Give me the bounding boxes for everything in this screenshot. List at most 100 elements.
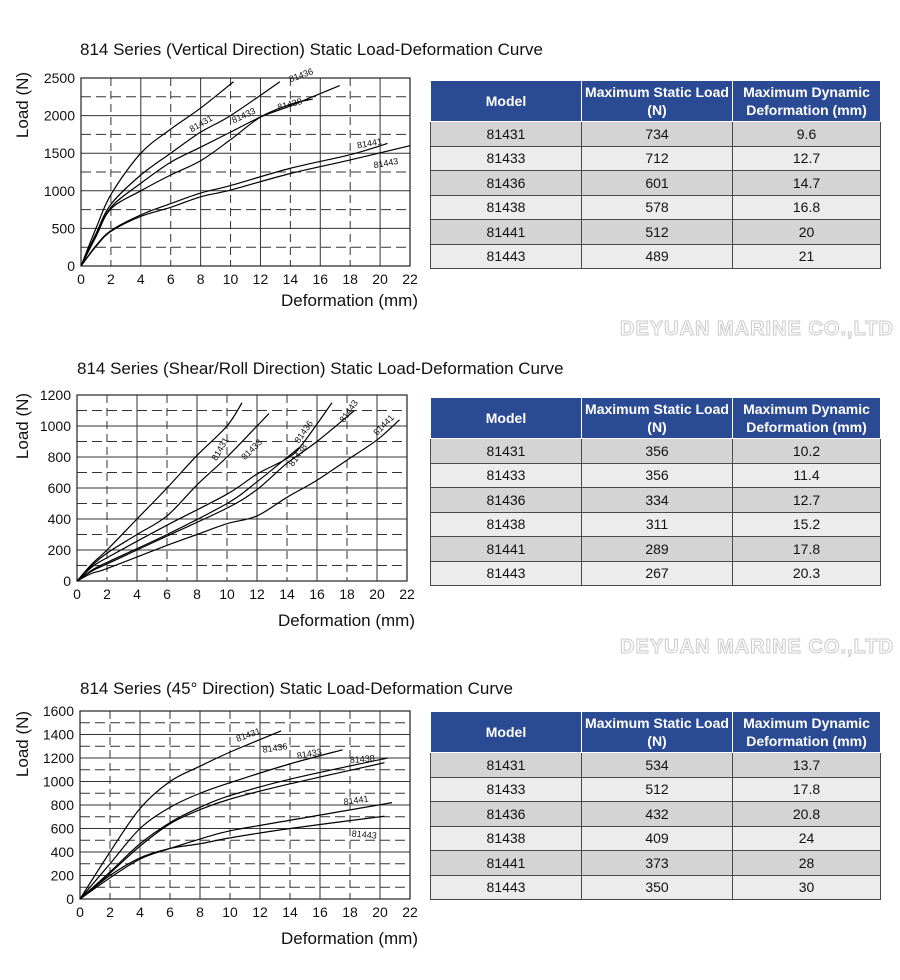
series-label: 81441 [356, 136, 382, 150]
static-load-cell: 512 [581, 776, 733, 802]
model-cell: 81436 [430, 487, 582, 513]
x-tick-label: 12 [249, 586, 265, 602]
y-tick-label: 800 [48, 449, 72, 465]
x-tick-label: 18 [339, 586, 355, 602]
model-cell: 81431 [430, 121, 582, 147]
dynamic-deformation-cell: 20.3 [732, 560, 881, 586]
series-label: 81436 [288, 66, 315, 84]
y-axis-label: Load (N) [13, 72, 32, 138]
table-header-row: Model Maximum Static Load (N) Maximum Dyna… [430, 397, 881, 439]
series-label: 81433 [296, 747, 322, 761]
x-tick-label: 8 [193, 586, 201, 602]
series-line-81436 [80, 98, 313, 267]
static-load-cell: 373 [581, 850, 733, 876]
x-tick-label: 12 [252, 904, 268, 920]
dynamic-deformation-cell: 15.2 [732, 511, 881, 537]
table-row: 81433 356 11.4 [430, 462, 881, 488]
static-load-cell: 289 [581, 536, 733, 562]
x-tick-label: 10 [222, 904, 238, 920]
x-tick-label: 4 [137, 271, 145, 287]
y-tick-label: 1000 [44, 183, 75, 199]
x-tick-label: 18 [342, 904, 358, 920]
x-tick-label: 8 [197, 271, 205, 287]
x-tick-label: 16 [309, 586, 325, 602]
y-axis-label: Load (N) [13, 393, 32, 459]
table-row: 81436 601 14.7 [430, 170, 881, 196]
static-load-cell: 356 [581, 438, 733, 464]
series-line-81443 [80, 145, 411, 267]
y-tick-label: 400 [48, 511, 72, 527]
table-row: 81438 409 24 [430, 825, 881, 851]
static-load-cell: 432 [581, 801, 733, 827]
y-tick-label: 1600 [43, 703, 74, 719]
model-cell: 81441 [430, 850, 582, 876]
model-cell: 81438 [430, 511, 582, 537]
column-header: Maximum Dynamic Deformation (mm) [732, 397, 881, 439]
series-label: 81436 [262, 741, 288, 754]
table-row: 81441 373 28 [430, 850, 881, 876]
series-line-81443 [76, 410, 355, 582]
dynamic-deformation-cell: 12.7 [732, 487, 881, 513]
y-tick-label: 2000 [44, 108, 75, 124]
y-tick-label: 2500 [44, 70, 75, 86]
table-vertical: Model Maximum Static Load (N) Maximum Dyna… [430, 80, 881, 269]
dynamic-deformation-cell: 30 [732, 874, 881, 900]
series-line-81436 [76, 447, 300, 582]
series-line-81436 [79, 762, 385, 900]
x-tick-label: 6 [166, 904, 174, 920]
table-row: 81441 512 20 [430, 219, 881, 245]
dynamic-deformation-cell: 20 [732, 219, 881, 245]
model-cell: 81443 [430, 874, 582, 900]
x-tick-label: 14 [279, 586, 295, 602]
x-tick-label: 10 [223, 271, 239, 287]
column-header: Maximum Static Load (N) [581, 711, 733, 753]
model-cell: 81441 [430, 219, 582, 245]
x-tick-label: 4 [133, 586, 141, 602]
x-tick-label: 2 [106, 904, 114, 920]
dynamic-deformation-cell: 17.8 [732, 776, 881, 802]
series-label: 81443 [351, 829, 377, 841]
table-row: 81431 534 13.7 [430, 752, 881, 778]
table-row: 81443 489 21 [430, 243, 881, 269]
chart-title-shear: 814 Series (Shear/Roll Direction) Static… [77, 359, 564, 378]
x-tick-label: 20 [372, 904, 388, 920]
series-line-81431 [76, 402, 243, 582]
x-tick-label: 2 [103, 586, 111, 602]
series-line-81433 [80, 81, 281, 267]
series-label: 81443 [373, 156, 399, 170]
model-cell: 81433 [430, 462, 582, 488]
static-load-cell: 534 [581, 752, 733, 778]
x-tick-label: 0 [76, 904, 84, 920]
y-tick-label: 0 [67, 258, 75, 274]
table-row: 81431 356 10.2 [430, 438, 881, 464]
chart-title-45deg: 814 Series (45° Direction) Static Load-D… [80, 679, 513, 698]
chart-shear: 0 2 4 6 8 10 12 14 16 18 20 22 0 200 400 600 800 1000 1200… [13, 387, 415, 630]
x-tick-label: 14 [282, 904, 298, 920]
series-line-81438 [80, 84, 340, 267]
dynamic-deformation-cell: 20.8 [732, 801, 881, 827]
column-header: Maximum Static Load (N) [581, 80, 733, 122]
model-cell: 81441 [430, 536, 582, 562]
y-tick-label: 1500 [44, 145, 75, 161]
dynamic-deformation-cell: 21 [732, 243, 881, 269]
table-45deg: Model Maximum Static Load (N) Maximum Dyna… [430, 711, 881, 900]
model-cell: 81436 [430, 801, 582, 827]
y-tick-label: 1200 [43, 750, 74, 766]
table-row: 81431 734 9.6 [430, 121, 881, 147]
plot-frame [76, 394, 408, 582]
plot-frame [80, 77, 411, 267]
static-load-cell: 311 [581, 511, 733, 537]
static-load-cell: 578 [581, 194, 733, 220]
dynamic-deformation-cell: 13.7 [732, 752, 881, 778]
model-cell: 81431 [430, 752, 582, 778]
series-line-81438 [79, 757, 388, 900]
static-load-cell: 334 [581, 487, 733, 513]
series-line-81433 [79, 749, 343, 900]
dynamic-deformation-cell: 16.8 [732, 194, 881, 220]
y-tick-label: 200 [51, 868, 75, 884]
series-label: 81438 [349, 753, 375, 765]
x-axis-label: Deformation (mm) [281, 291, 418, 310]
y-tick-label: 500 [52, 220, 76, 236]
series-line-81433 [76, 413, 270, 582]
x-tick-label: 4 [136, 904, 144, 920]
